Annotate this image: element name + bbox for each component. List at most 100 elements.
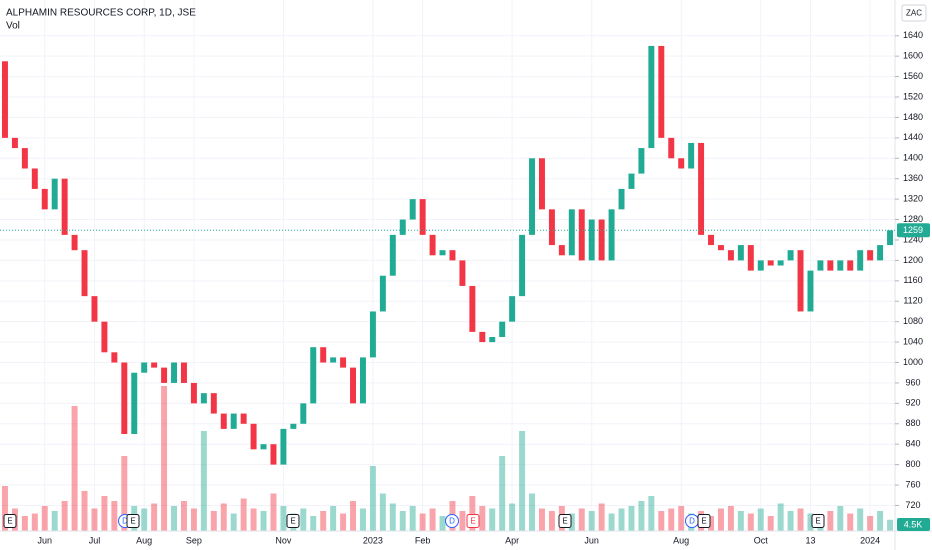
- volume-bar: [171, 506, 178, 531]
- x-tick-label: 2023: [363, 535, 383, 545]
- x-tick-label: Sep: [186, 535, 202, 545]
- volume-bar: [240, 498, 247, 531]
- event-marker: [445, 514, 459, 528]
- volume-bar: [409, 506, 416, 531]
- x-tick-label: Nov: [275, 535, 292, 545]
- volume-bar: [797, 508, 804, 531]
- volume-bar: [260, 511, 267, 531]
- volume-bar: [737, 511, 744, 531]
- candle-body: [737, 245, 744, 261]
- candle-body: [71, 234, 78, 251]
- event-label: D: [689, 517, 695, 526]
- y-tick-label: 1320: [903, 194, 923, 204]
- candle-body: [379, 275, 386, 312]
- candle-body: [220, 413, 227, 429]
- volume-bar: [350, 501, 357, 531]
- volume-bar: [588, 511, 595, 531]
- volume-bar: [628, 506, 635, 531]
- candle-body: [121, 362, 128, 434]
- candle-body: [270, 444, 277, 465]
- volume-bar: [340, 513, 347, 531]
- volume-bar: [280, 506, 287, 531]
- volume-bar: [91, 508, 98, 531]
- candle-body: [11, 137, 18, 149]
- event-marker: [558, 514, 572, 528]
- candle-body: [240, 413, 247, 424]
- event-label: E: [815, 517, 820, 526]
- x-tick-label: Jul: [89, 535, 101, 545]
- x-tick-label: Aug: [136, 535, 152, 545]
- y-tick-label: 800: [905, 459, 920, 469]
- event-marker: [811, 514, 825, 528]
- volume-title: Vol: [6, 21, 20, 32]
- candle-body: [429, 234, 436, 256]
- y-tick-label: 1360: [903, 173, 923, 183]
- volume-bar: [161, 386, 168, 531]
- y-tick-label: 1040: [903, 336, 923, 346]
- currency-box[interactable]: [901, 4, 927, 22]
- candle-body: [439, 250, 446, 256]
- event-label: D: [122, 517, 128, 526]
- price-axis: 720 760 800 840 880 920 960 1000 1040 1080 1120 116…: [895, 30, 923, 510]
- volume-bar: [121, 456, 128, 531]
- x-tick-label: 13: [805, 535, 815, 545]
- volume-bar: [51, 511, 58, 531]
- volume-bar: [369, 466, 376, 531]
- volume-bar: [648, 496, 655, 531]
- candle-body: [290, 423, 297, 429]
- volume-bar: [538, 508, 545, 531]
- volume-bar: [777, 503, 784, 531]
- volume-bar: [857, 508, 864, 531]
- candle-body: [479, 331, 486, 343]
- candle-body: [847, 260, 854, 271]
- candle-body: [350, 367, 357, 404]
- y-tick-label: 1400: [903, 153, 923, 163]
- candle-body: [499, 321, 506, 337]
- candle-body: [41, 188, 48, 210]
- event-label: E: [701, 517, 706, 526]
- volume-bar: [151, 503, 158, 531]
- candle-body: [638, 148, 645, 174]
- event-label: D: [449, 517, 455, 526]
- candle-body: [459, 260, 466, 286]
- candle-body: [698, 142, 705, 235]
- volume-bar: [618, 508, 625, 531]
- volume-bar: [61, 501, 68, 531]
- y-tick-label: 1000: [903, 357, 923, 367]
- candle-body: [688, 142, 695, 169]
- volume-bar: [747, 513, 754, 531]
- y-tick-label: 1520: [903, 91, 923, 101]
- volume-bar: [200, 431, 207, 531]
- candle-body: [558, 245, 565, 256]
- candle-body: [608, 209, 615, 261]
- candle-body: [81, 250, 88, 297]
- candle-body: [131, 372, 138, 434]
- candle-body: [658, 45, 665, 138]
- volume-bar: [499, 456, 506, 531]
- volume-bar: [767, 516, 774, 531]
- event-marker: [126, 514, 140, 528]
- candle-body: [777, 260, 784, 266]
- candle-body: [449, 250, 456, 261]
- volume-bar: [847, 513, 854, 531]
- candle-body: [887, 230, 894, 246]
- candle-body: [260, 444, 267, 450]
- volume-bar: [21, 516, 28, 531]
- candle-body: [628, 173, 635, 189]
- volume-bar: [320, 511, 327, 531]
- volume-bar: [598, 503, 605, 531]
- currency[interactable]: ZAC: [906, 9, 922, 18]
- candle-body: [827, 260, 834, 271]
- volume-bar: [727, 506, 734, 531]
- chart-title: ALPHAMIN RESOURCES CORP, 1D, JSE: [6, 8, 196, 19]
- volume-bar: [399, 511, 406, 531]
- candle-body: [61, 178, 68, 235]
- volume-bar: [608, 513, 615, 531]
- candle-body: [767, 260, 774, 266]
- volume-bar: [668, 508, 675, 531]
- volume-bar: [250, 508, 257, 531]
- candle-body: [598, 219, 605, 261]
- y-tick-label: 1560: [903, 71, 923, 81]
- candle-body: [51, 178, 58, 210]
